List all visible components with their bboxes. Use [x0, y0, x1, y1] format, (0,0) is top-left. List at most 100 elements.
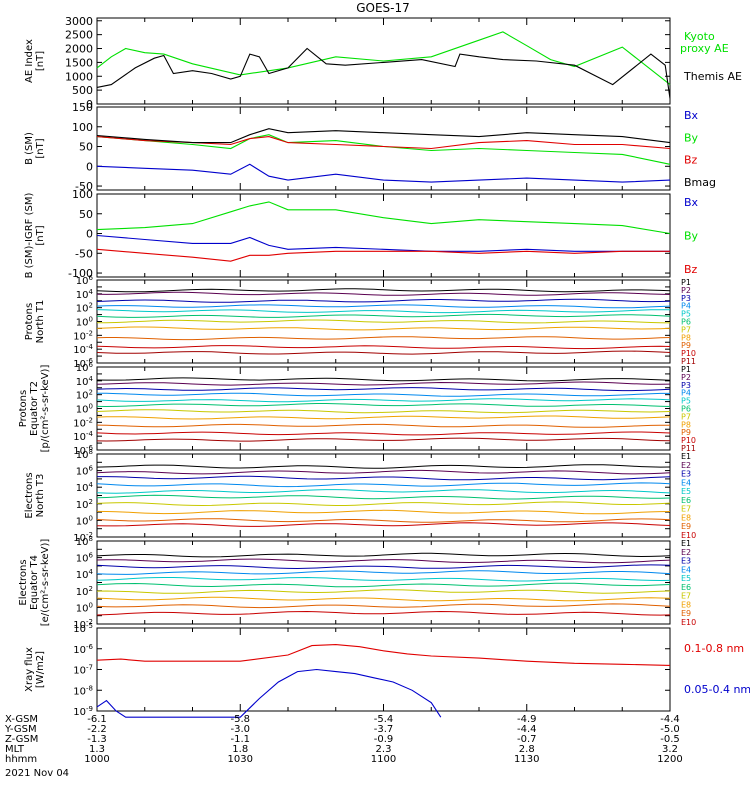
tick-exponent: 4 — [89, 568, 94, 576]
channel-line — [96, 596, 671, 602]
channel-label: E2 — [681, 461, 691, 470]
tick-exponent: 0 — [89, 601, 93, 609]
y-axis-label-line: Electrons — [18, 559, 29, 605]
y-tick-label: 10-7 — [73, 664, 93, 677]
series-line — [96, 248, 670, 262]
legend-label: Themis AE — [683, 70, 742, 83]
y-tick-label: 500 — [72, 84, 93, 97]
channel-line — [96, 403, 671, 408]
legend-label: Bz — [684, 154, 698, 167]
channel-label: P8 — [681, 420, 691, 429]
y-tick-label: 0 — [86, 160, 93, 173]
date-label: 2021 Nov 04 — [5, 768, 69, 779]
x-axis-value: -1.3 — [87, 734, 107, 745]
series-line — [96, 31, 671, 86]
x-axis-value: -4.4 — [517, 724, 537, 735]
y-tick-label: 100 — [72, 121, 93, 134]
x-axis-row-label: hhmm — [5, 754, 37, 765]
channel-label: E8 — [681, 600, 691, 609]
channel-label: P1 — [681, 278, 691, 287]
channel-line — [96, 313, 671, 318]
y-axis-label-line: B (SM) — [24, 132, 35, 165]
channel-label: P3 — [681, 381, 691, 390]
channel-label: E4 — [681, 478, 691, 487]
channel-line — [96, 489, 671, 494]
legend-label: By — [684, 230, 699, 243]
tick-exponent: -6 — [86, 357, 94, 365]
channel-line — [96, 381, 671, 386]
tick-exponent: 6 — [89, 274, 94, 282]
series-line — [96, 163, 671, 183]
y-tick-label: 106 — [76, 552, 94, 565]
channel-label: E10 — [681, 618, 696, 627]
y-tick-label: -50 — [75, 247, 93, 260]
channel-label: E8 — [681, 513, 691, 522]
x-axis-row-label: X-GSM — [5, 714, 38, 725]
channel-line — [96, 309, 670, 314]
x-axis-value: 1.8 — [232, 744, 248, 755]
legend-label: 0.05-0.4 nm — [684, 683, 750, 696]
series-line — [96, 128, 671, 144]
y-tick-label: 100 — [72, 188, 93, 201]
channel-line — [96, 345, 671, 350]
tick-exponent: -2 — [86, 531, 93, 539]
y-axis-label: ElectronsEquator T4[e/(cm²-s-sr-keV)] — [18, 539, 51, 627]
x-axis-value: -0.5 — [660, 734, 680, 745]
panel-5: ProtonsEquator T2[p/(cm²-s-sr-keV)] 10-61… — [18, 361, 696, 457]
y-tick-label: 108 — [76, 535, 93, 548]
tick-exponent: 4 — [89, 481, 94, 489]
channel-line — [96, 522, 671, 527]
y-axis-label: B (SM)-IGRF (SM)[nT] — [24, 193, 46, 279]
series-line — [96, 136, 671, 150]
tick-exponent: 0 — [89, 316, 93, 324]
x-axis-value: -5.0 — [660, 724, 680, 735]
y-tick-label: 2000 — [65, 43, 93, 56]
tick-exponent: -5 — [86, 622, 93, 630]
x-axis-row-label: Z-GSM — [5, 734, 38, 745]
y-tick-label: 50 — [79, 208, 93, 221]
channel-line — [96, 464, 671, 469]
legend-label: 0.1-0.8 nm — [684, 642, 744, 655]
y-tick-label: 1000 — [65, 70, 93, 83]
y-tick-label: -100 — [68, 267, 93, 280]
channel-line — [96, 288, 671, 293]
channel-line — [96, 298, 671, 303]
legend-label: Kyoto proxy AE — [680, 30, 729, 55]
y-tick-label: 10-6 — [73, 643, 93, 656]
y-axis-label-line: Xray flux — [24, 647, 35, 692]
channel-line — [96, 558, 671, 564]
tick-exponent: 8 — [89, 448, 93, 456]
y-axis-label: ProtonsEquator T2[p/(cm²-s-sr-keV)] — [18, 365, 51, 453]
y-tick-label: 102 — [76, 389, 93, 402]
x-axis-value: 2.8 — [519, 744, 535, 755]
channel-line — [96, 576, 671, 582]
y-tick-label: 102 — [76, 498, 93, 511]
channel-label: E5 — [681, 487, 691, 496]
y-axis-label-line: [p/(cm²-s-sr-keV)] — [40, 365, 51, 453]
channel-label: E7 — [681, 505, 691, 514]
channel-line — [96, 350, 671, 355]
tick-exponent: 6 — [89, 552, 94, 560]
y-tick-label: 102 — [76, 302, 93, 315]
channel-line — [96, 482, 671, 488]
channel-label: P9 — [681, 428, 691, 437]
channel-label: E9 — [681, 609, 691, 618]
channel-label: P6 — [681, 405, 691, 414]
channel-line — [96, 415, 671, 420]
y-tick-label: 10-4 — [73, 430, 93, 443]
x-axis-value: 1.3 — [89, 744, 105, 755]
legend-label: Bx — [684, 109, 699, 122]
y-tick-label: 106 — [76, 274, 94, 287]
y-tick-label: 104 — [76, 481, 94, 494]
channel-line — [97, 475, 671, 481]
x-axis-value: -4.9 — [517, 714, 537, 725]
channel-label: P5 — [681, 397, 691, 406]
tick-exponent: -7 — [86, 664, 93, 672]
channel-line — [96, 377, 671, 382]
channel-label: E6 — [681, 583, 691, 592]
channel-label: E2 — [681, 548, 691, 557]
y-tick-label: 100 — [76, 316, 93, 329]
tick-exponent: -6 — [86, 444, 94, 452]
